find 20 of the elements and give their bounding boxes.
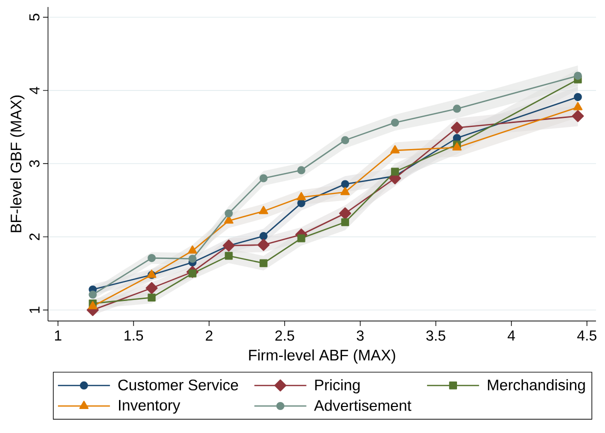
y-tick-label: 1 xyxy=(30,306,40,313)
y-axis-title: BF-level GBF (MAX) xyxy=(10,96,24,232)
y-tick-label: 4 xyxy=(30,86,40,94)
x-tick-label: 1.5 xyxy=(124,330,143,341)
x-tick-label: 4.5 xyxy=(577,330,596,341)
legend-label: Customer Service xyxy=(118,379,238,390)
y-tick-label: 2 xyxy=(29,234,40,240)
y-tick-label: 3 xyxy=(29,160,40,168)
y-tick-label: 5 xyxy=(29,14,40,21)
x-tick-label: 2.5 xyxy=(275,330,294,341)
legend-label: Merchandising xyxy=(488,379,585,394)
legend-label: Advertisement xyxy=(314,400,412,411)
x-axis-title: Firm-level ABF (MAX) xyxy=(249,349,396,364)
x-tick-label: 3 xyxy=(356,330,364,341)
x-tick-label: 4 xyxy=(508,330,515,340)
x-tick-label: 2 xyxy=(206,330,212,341)
legend-label: Pricing xyxy=(315,379,360,394)
x-tick-label: 3.5 xyxy=(426,330,446,341)
x-tick-label: 1 xyxy=(55,330,62,340)
legend-label: Inventory xyxy=(118,400,180,414)
